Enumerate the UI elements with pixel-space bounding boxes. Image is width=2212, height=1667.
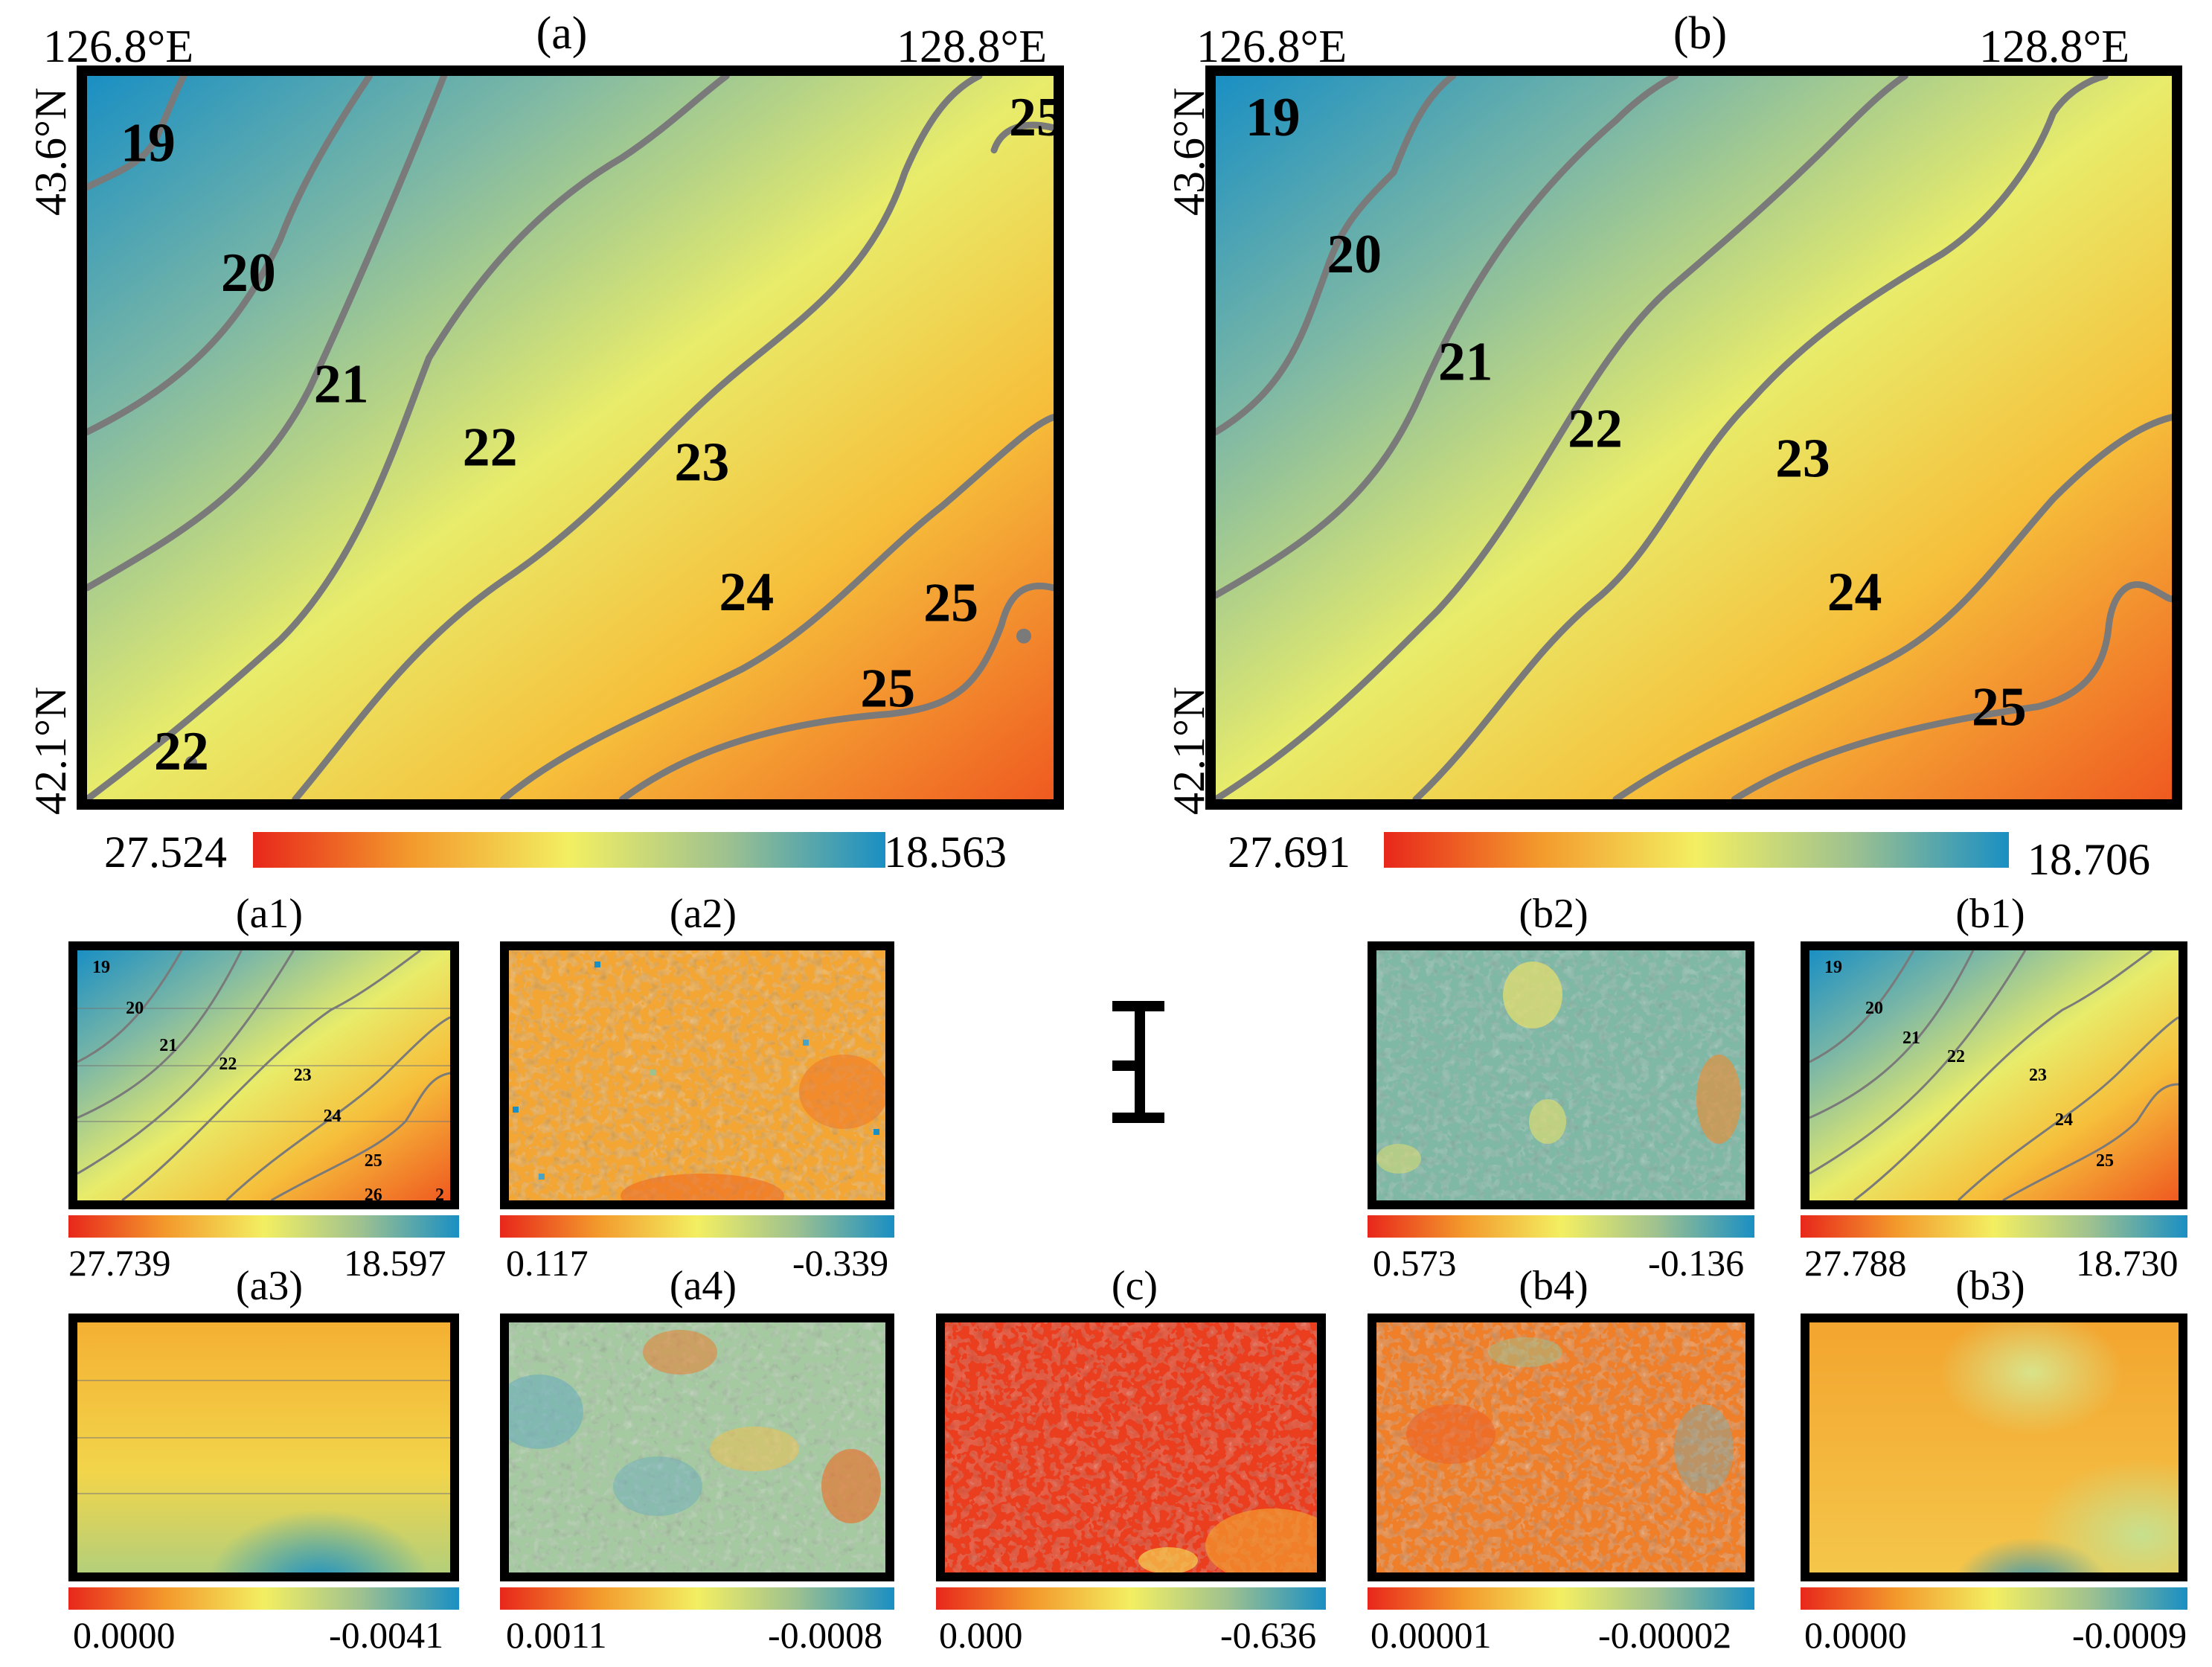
panel-b-colorbar-min: 27.691 (1228, 828, 1350, 877)
panel-a-contour-edge: 25 (1009, 86, 1054, 147)
panel-a1-contour-22: 22 (219, 1055, 237, 1074)
panel-a1-map: 19 20 21 22 23 24 25 26 2 (68, 941, 459, 1209)
panel-a1-contour-19: 19 (92, 958, 110, 977)
panel-b-colorbar-max: 18.706 (2027, 835, 2150, 884)
panel-a4-title: (a4) (669, 1263, 737, 1309)
panel-a-contour-25a: 25 (923, 572, 978, 633)
panel-a2-colorbar-min: 0.117 (506, 1242, 589, 1284)
panel-b-contour-23: 23 (1775, 427, 1830, 488)
panel-a-lat-top: 43.6°N (26, 87, 75, 216)
panel-a2-colorbar-max: -0.339 (792, 1242, 889, 1284)
panel-c-colorbar-min: 0.000 (939, 1614, 1023, 1656)
panel-a3-colorbar (68, 1587, 459, 1610)
panel-c-map (936, 1314, 1326, 1581)
panel-b2-colorbar (1368, 1215, 1754, 1238)
panel-b2-colorbar-min: 0.573 (1373, 1242, 1457, 1284)
panel-b1-colorbar-min: 27.788 (1804, 1242, 1907, 1284)
panel-a1-colorbar (68, 1215, 459, 1238)
panel-a1-colorbar-max: 18.597 (344, 1242, 446, 1284)
panel-b4-colorbar-max: -0.00002 (1598, 1614, 1732, 1656)
panel-b-colorbar (1384, 832, 2009, 868)
panel-b4-title: (b4) (1519, 1263, 1589, 1309)
panel-b1-map: 19 20 21 22 23 24 25 (1801, 941, 2187, 1209)
panel-a1-contour-20: 20 (126, 999, 144, 1018)
panel-a-lon-left: 126.8°E (43, 22, 194, 72)
panel-a1-contour-24: 24 (324, 1107, 342, 1126)
panel-a-contour-23: 23 (674, 431, 729, 492)
panel-b1-contour-23: 23 (2029, 1066, 2047, 1085)
panel-a4-colorbar (500, 1587, 894, 1610)
panel-c-colorbar (936, 1587, 1326, 1610)
panel-a2-colorbar (500, 1215, 894, 1238)
panel-a1-colorbar-min: 27.739 (68, 1242, 171, 1284)
panel-b1-colorbar-max: 18.730 (2076, 1242, 2179, 1284)
panel-a-title: (a) (536, 8, 588, 59)
panel-b-lat-bottom: 42.1°N (1164, 686, 1214, 815)
panel-a4-map (500, 1314, 894, 1581)
decomposition-symbol-icon (1112, 1001, 1164, 1123)
panel-b-contour-20: 20 (1327, 223, 1382, 284)
panel-b3-colorbar (1801, 1587, 2187, 1610)
panel-b-contour-22: 22 (1568, 397, 1623, 458)
panel-b2-map (1368, 941, 1754, 1209)
panel-b4-map (1368, 1314, 1754, 1581)
panel-b-title: (b) (1673, 8, 1728, 59)
panel-b-contour-25: 25 (1972, 676, 2027, 737)
panel-b3-title: (b3) (1955, 1263, 2025, 1309)
panel-b-lat-top: 43.6°N (1164, 87, 1214, 216)
panel-a1-contour-edge: 2 (435, 1186, 444, 1200)
panel-b1-contour-25: 25 (2096, 1151, 2114, 1171)
panel-b1-colorbar (1801, 1215, 2187, 1238)
panel-a1-contour-25: 25 (365, 1151, 382, 1171)
panel-b3-colorbar-min: 0.0000 (1804, 1614, 1907, 1656)
panel-b1-title: (b1) (1955, 891, 2025, 937)
panel-c-colorbar-max: -0.636 (1220, 1614, 1317, 1656)
panel-c-title: (c) (1111, 1263, 1158, 1309)
panel-b1-contour-22: 22 (1947, 1047, 1965, 1066)
panel-a1-contour-26: 26 (365, 1186, 382, 1200)
panel-b-contour-21: 21 (1438, 331, 1493, 392)
panel-b2-colorbar-max: -0.136 (1648, 1242, 1745, 1284)
panel-b1-contour-21: 21 (1902, 1028, 1920, 1048)
panel-a-contour-20: 20 (221, 242, 276, 303)
panel-a2-map (500, 941, 894, 1209)
panel-a1-title: (a1) (235, 891, 304, 937)
panel-b-lon-left: 126.8°E (1196, 22, 1347, 72)
panel-b3-colorbar-max: -0.0009 (2072, 1614, 2187, 1656)
panel-a4-colorbar-max: -0.0008 (768, 1614, 883, 1656)
panel-b1-contour-20: 20 (1865, 999, 1883, 1018)
panel-b-map: 19 20 21 22 23 24 25 (1205, 65, 2182, 810)
panel-a-contour-19: 19 (121, 112, 176, 173)
panel-a3-title: (a3) (235, 1263, 304, 1309)
panel-b1-contour-19: 19 (1824, 958, 1842, 977)
panel-a2-title: (a2) (669, 891, 737, 937)
panel-a3-colorbar-min: 0.0000 (73, 1614, 176, 1656)
panel-a-contour-22b: 22 (154, 720, 209, 781)
panel-a3-map (68, 1314, 459, 1581)
panel-b1-contour-24: 24 (2055, 1110, 2073, 1130)
panel-a3-colorbar-max: -0.0041 (329, 1614, 444, 1656)
panel-b-contour-19: 19 (1246, 86, 1301, 147)
panel-a-lat-bottom: 42.1°N (26, 686, 75, 815)
panel-a1-contour-23: 23 (294, 1066, 312, 1085)
panel-b-lon-right: 128.8°E (1979, 22, 2130, 72)
panel-a4-colorbar-min: 0.0011 (506, 1614, 607, 1656)
panel-a-colorbar (253, 832, 885, 868)
panel-a-contour-21: 21 (314, 353, 369, 415)
panel-a-lon-right: 128.8°E (897, 22, 1048, 72)
panel-b3-map (1801, 1314, 2187, 1581)
panel-a-contour-22: 22 (463, 416, 518, 477)
panel-a-contour-24: 24 (719, 561, 774, 622)
panel-a1-contour-21: 21 (159, 1036, 177, 1055)
panel-b4-colorbar-min: 0.00001 (1371, 1614, 1492, 1656)
panel-a-colorbar-min: 27.524 (104, 828, 227, 877)
panel-a-map: 19 20 21 22 23 24 25 25 22 25 (77, 65, 1064, 810)
panel-b2-title: (b2) (1519, 891, 1589, 937)
panel-a-contour-25b: 25 (860, 657, 915, 718)
panel-b4-colorbar (1368, 1587, 1754, 1610)
panel-b-contour-24: 24 (1827, 561, 1882, 622)
panel-a-colorbar-max: 18.563 (884, 828, 1007, 877)
